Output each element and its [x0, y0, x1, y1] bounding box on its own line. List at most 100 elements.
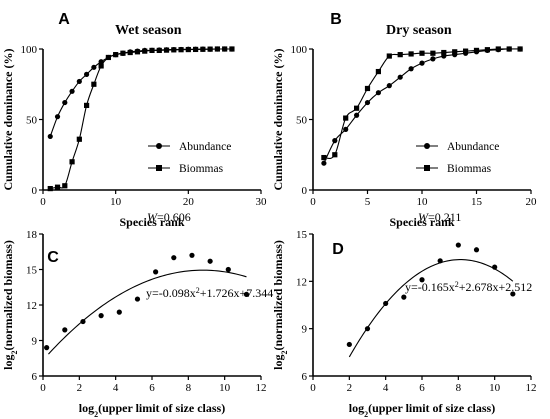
biommas-point [163, 47, 170, 53]
biommas-point [105, 54, 111, 61]
data-point [98, 313, 104, 319]
x-axis-label: log2(upper limit of size class) [349, 401, 495, 419]
y-tick-label: 0 [32, 185, 38, 197]
y-tick-label: 50 [26, 115, 38, 127]
y-tick-label: 12 [296, 276, 307, 288]
legend-entry: Biommas [447, 163, 492, 175]
y-tick-label: 15 [26, 265, 38, 277]
biommas-point [54, 184, 61, 190]
fit-curve [48, 269, 247, 355]
x-tick-label: 20 [526, 196, 538, 208]
fit-equation: y=-0.165x2+2.678x+2.512 [405, 280, 532, 295]
data-point [116, 309, 122, 315]
y-tick-label: 9 [32, 336, 38, 348]
abundance-point [332, 138, 338, 144]
y-axis-label: log2(normalized biomass) [271, 240, 289, 370]
biommas-point [321, 154, 327, 161]
biommas-point [171, 47, 177, 53]
y-tick-label: 100 [291, 44, 308, 56]
y-axis-label: Cumulative dominance (%) [1, 49, 15, 191]
y-tick-label: 6 [32, 371, 38, 383]
annotation-text: W=0.606 [147, 210, 191, 224]
biommas-point [127, 49, 133, 56]
x-tick-label: 0 [40, 382, 46, 394]
data-point [243, 291, 250, 297]
abundance-point [76, 78, 82, 85]
legend-marker [156, 165, 162, 171]
biommas-point [98, 63, 104, 69]
data-point [189, 252, 195, 258]
y-tick-label: 9 [302, 324, 308, 336]
abundance-point [84, 71, 90, 77]
abundance-point [397, 74, 403, 80]
biommas-point [463, 48, 469, 54]
data-point [44, 345, 50, 351]
biommas-point [156, 47, 162, 54]
biommas-point [149, 47, 155, 54]
abundance-point [354, 112, 360, 118]
x-tick-label: 10 [110, 196, 122, 208]
x-tick-label: 0 [40, 196, 46, 208]
x-tick-label: 30 [256, 196, 268, 208]
data-point [153, 269, 159, 275]
y-tick-label: 6 [302, 371, 308, 383]
y-tick-label: 18 [26, 229, 38, 241]
abundance-point [430, 56, 436, 62]
biommas-point [134, 49, 141, 55]
y-tick-label: 50 [296, 115, 308, 127]
data-point [510, 291, 516, 297]
y-tick-label: 12 [26, 300, 37, 312]
x-tick-label: 6 [419, 382, 425, 394]
legend-marker [156, 143, 162, 149]
x-axis-label: log2(upper limit of size class) [79, 401, 225, 419]
biommas-point [222, 46, 228, 52]
legend-entry: Abundance [447, 141, 499, 153]
legend-marker [424, 143, 430, 149]
biommas-point [113, 52, 119, 58]
biommas-point [430, 50, 436, 56]
x-tick-label: 12 [526, 382, 537, 394]
biommas-point [517, 46, 523, 52]
biommas-point [408, 51, 414, 57]
x-tick-label: 0 [310, 196, 316, 208]
panel-letter: B [330, 11, 342, 28]
panel-title: Wet season [115, 23, 182, 38]
y-tick-label: 100 [21, 44, 38, 56]
biommas-point [84, 102, 90, 108]
data-point [80, 318, 86, 325]
abundance-point [47, 133, 53, 140]
abundance-point [364, 99, 371, 106]
x-tick-label: 10 [489, 382, 501, 394]
y-axis-label: log2(normalized biomass) [1, 240, 19, 370]
biommas-point [178, 47, 184, 53]
x-tick-label: 8 [186, 382, 192, 394]
biommas-point [441, 49, 447, 56]
biommas-point [375, 68, 381, 75]
annotation-text: W=0.211 [418, 210, 461, 224]
y-tick-label: 0 [302, 185, 308, 197]
biommas-point [91, 81, 97, 87]
data-point [383, 300, 389, 307]
fit-equation: y=-0.098x2+1.726x+7.344 [146, 286, 273, 301]
biommas-point [397, 52, 403, 58]
fit-curve [348, 259, 514, 358]
panel-letter: A [58, 11, 70, 28]
legend-entry: Abundance [179, 141, 231, 153]
data-point [225, 266, 231, 273]
biommas-point [193, 46, 199, 53]
x-tick-label: 2 [347, 382, 353, 394]
data-point [437, 258, 443, 264]
x-tick-label: 20 [183, 196, 195, 208]
x-axis-label: Species rank [389, 215, 454, 229]
x-tick-label: 4 [113, 382, 119, 394]
chart-panel-a: 0 10 20 30 0 50 100 A Wet season Species rank Cumu… [1, 11, 267, 229]
biommas-point [69, 159, 75, 165]
data-point [207, 258, 213, 264]
data-point [492, 264, 498, 270]
legend-marker [424, 165, 430, 171]
series-line-abundance [49, 48, 232, 137]
x-axis-label: Species rank [119, 215, 184, 229]
x-tick-label: 10 [417, 196, 429, 208]
